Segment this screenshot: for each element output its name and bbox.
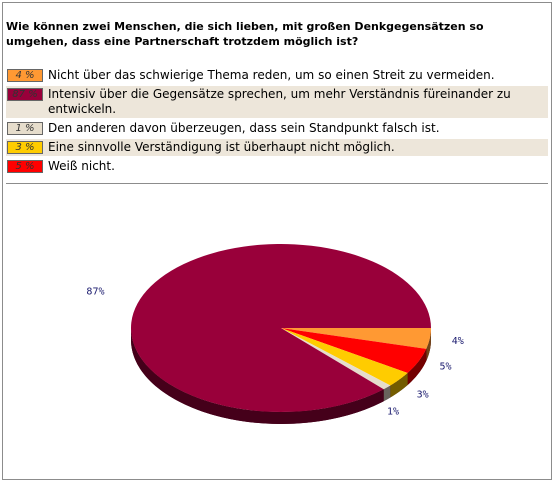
pie-slice-side <box>131 328 384 424</box>
percent-badge: 4 % <box>7 69 43 82</box>
percent-badge: 87 % <box>7 88 43 101</box>
answer-row: 5 % Weiß nicht. <box>6 158 548 175</box>
slice-label: 3% <box>417 390 429 401</box>
answer-list: 4 % Nicht über das schwierige Thema rede… <box>6 67 548 177</box>
pie-slice <box>281 328 427 374</box>
divider <box>6 183 548 184</box>
slice-label: 87% <box>86 287 104 298</box>
pie-slice-side <box>426 328 432 361</box>
answer-row: 1 % Den anderen davon überzeugen, dass s… <box>6 120 548 137</box>
pie-slice <box>131 243 431 412</box>
answer-text: Nicht über das schwierige Thema reden, u… <box>48 68 495 82</box>
answer-text: Weiß nicht. <box>48 159 115 173</box>
answer-text: Intensiv über die Gegensätze sprechen, u… <box>48 87 511 116</box>
percent-badge: 3 % <box>7 141 43 154</box>
pie-labels: 4% 5% 3% 1% 87% <box>86 287 463 418</box>
pie-slice <box>281 328 432 349</box>
percent-badge: 5 % <box>7 160 43 173</box>
poll-question: Wie können zwei Menschen, die sich liebe… <box>6 20 484 48</box>
pie-depth <box>131 328 432 424</box>
slice-label: 4% <box>452 336 464 347</box>
slice-label: 1% <box>387 406 399 417</box>
answer-row: 4 % Nicht über das schwierige Thema rede… <box>6 67 548 84</box>
answer-row: 3 % Eine sinnvolle Verständigung ist übe… <box>6 139 548 156</box>
answer-row: 87 % Intensiv über die Gegensätze sprech… <box>6 86 548 118</box>
answer-text: Eine sinnvolle Verständigung ist überhau… <box>48 140 395 154</box>
pie-slice <box>281 328 391 390</box>
pie-slice-side <box>407 348 427 386</box>
pie-slices <box>131 243 432 412</box>
pie-slice-side <box>390 373 408 398</box>
slice-label: 5% <box>440 361 452 372</box>
percent-badge: 1 % <box>7 122 43 135</box>
pie-slice <box>281 328 408 386</box>
pie-chart: 4% 5% 3% 1% 87% <box>86 243 464 424</box>
pie-slice-side <box>383 385 391 402</box>
answer-text: Den anderen davon überzeugen, dass sein … <box>48 121 440 135</box>
